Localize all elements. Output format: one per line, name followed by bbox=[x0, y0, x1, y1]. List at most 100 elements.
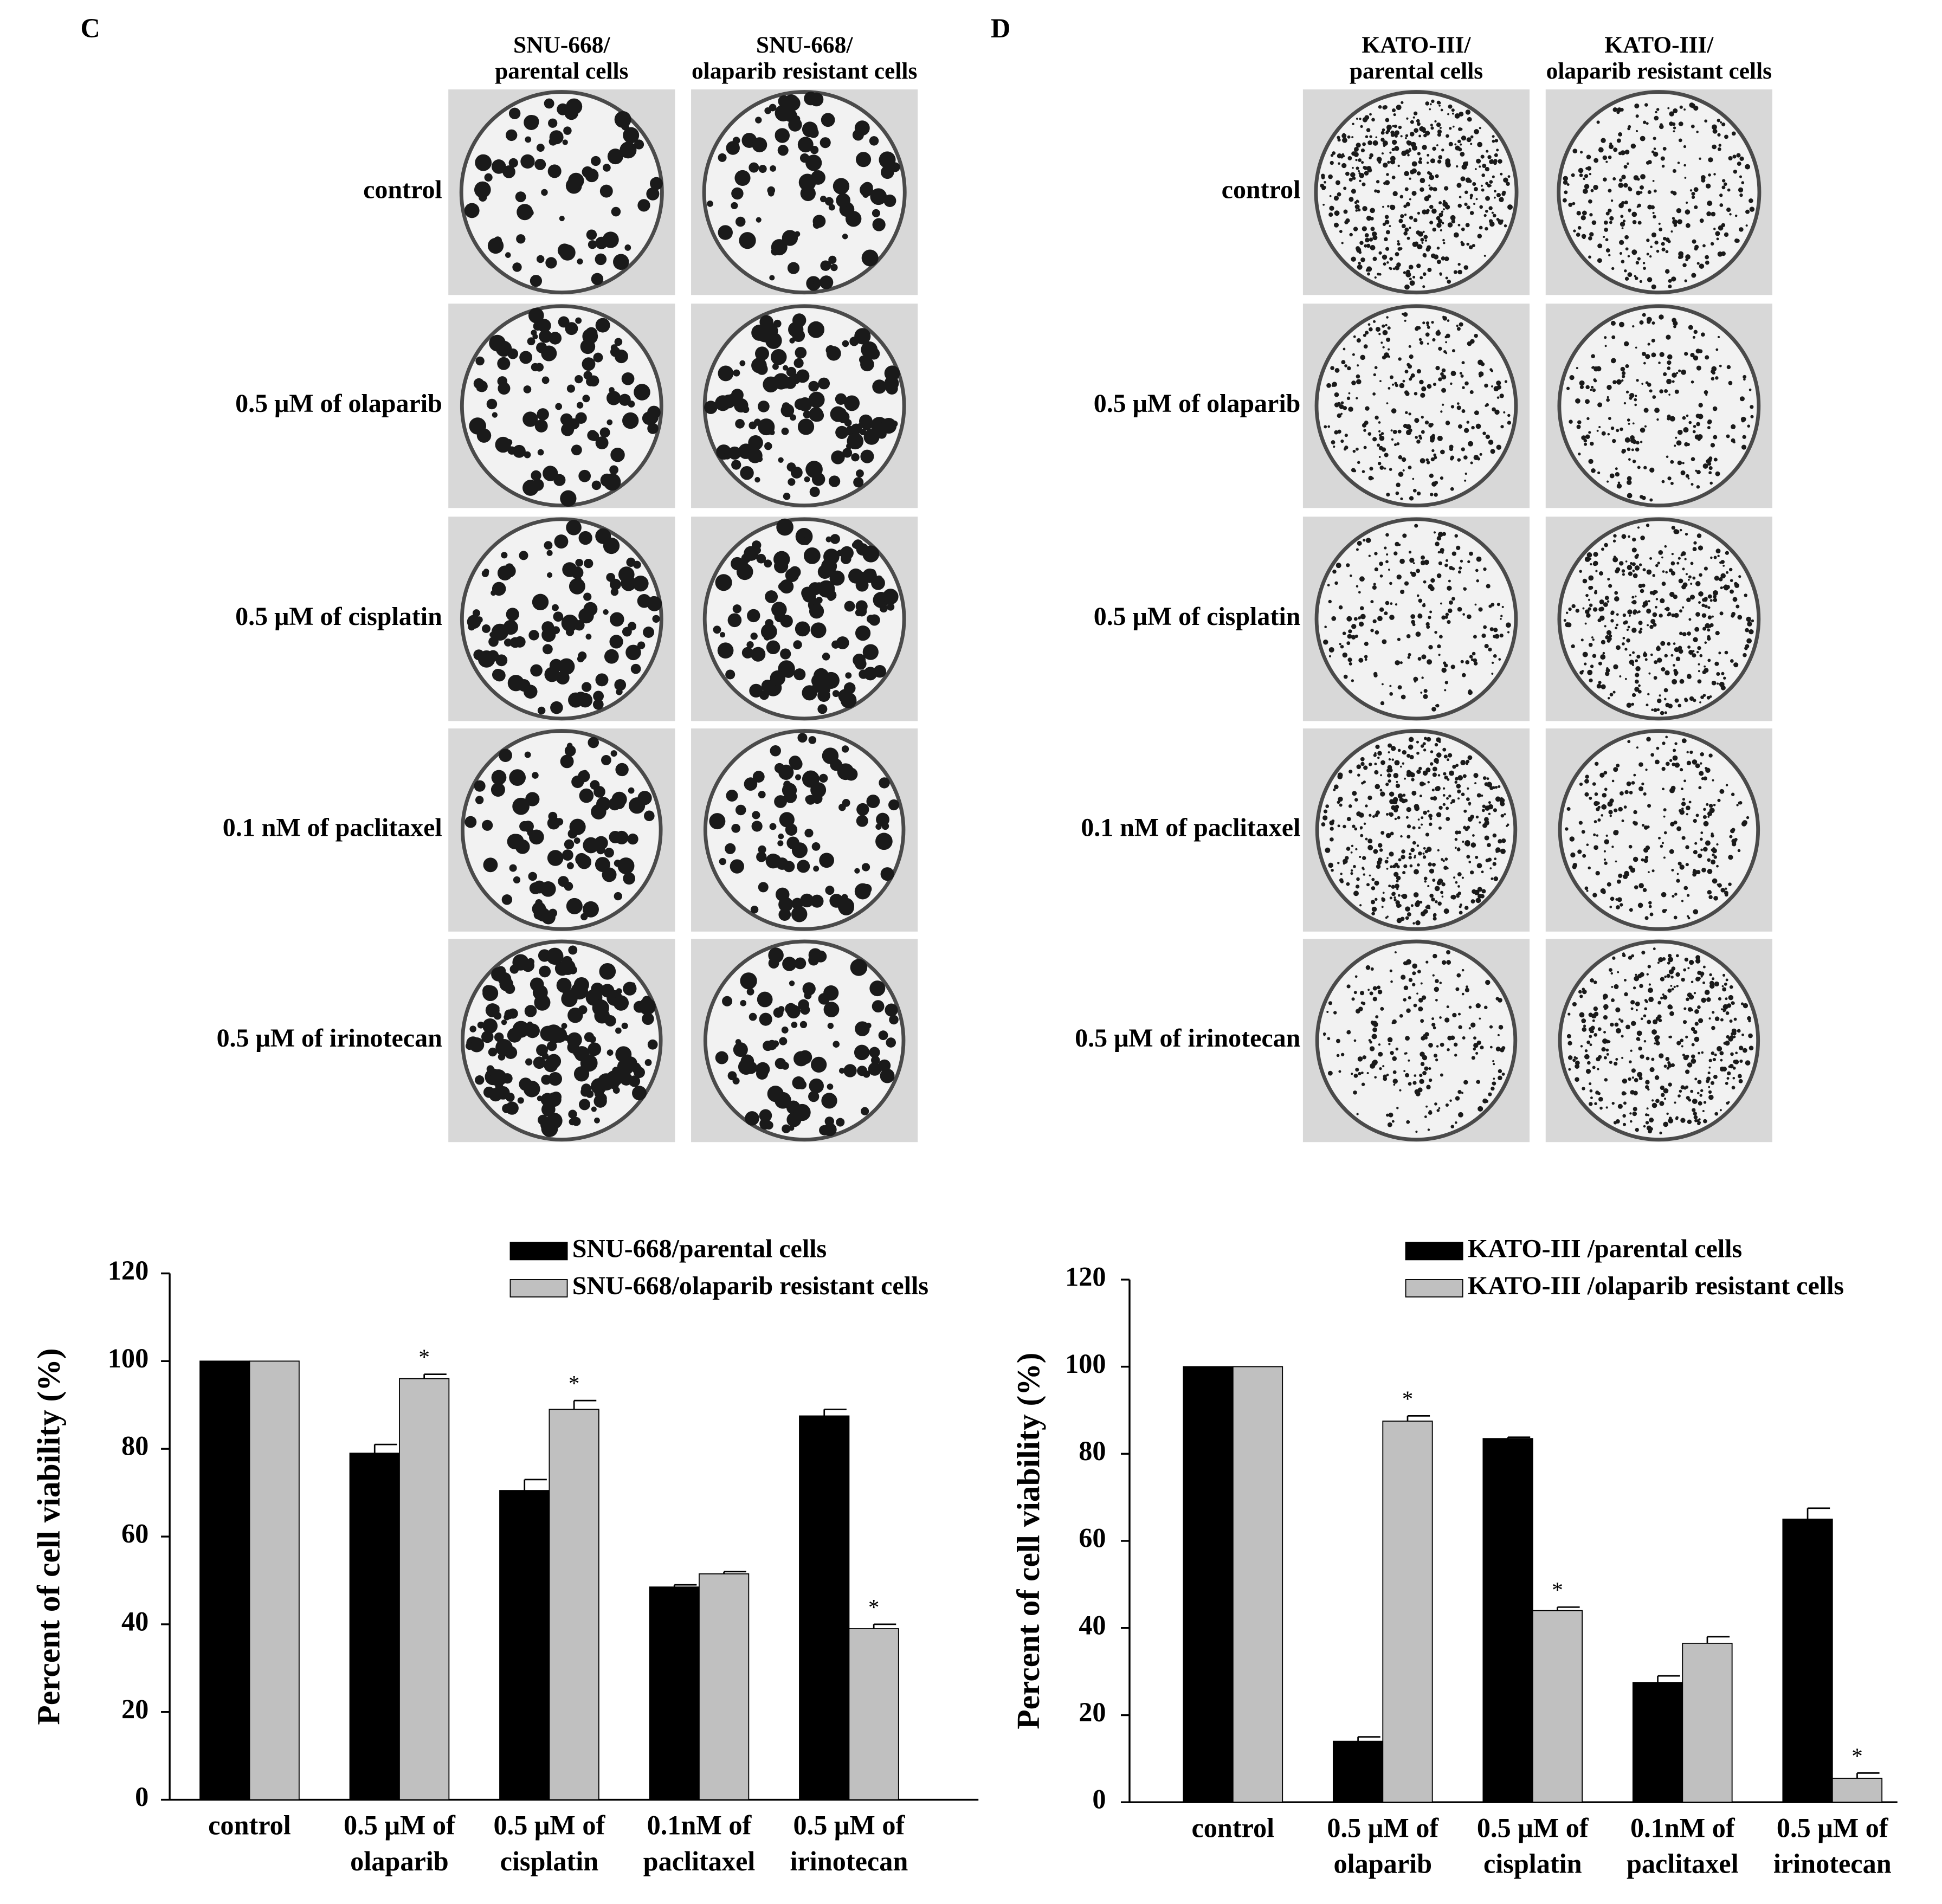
colony bbox=[1463, 809, 1467, 813]
colony bbox=[610, 750, 617, 757]
colony bbox=[1723, 1041, 1727, 1045]
colony bbox=[1468, 803, 1471, 806]
colony bbox=[483, 857, 498, 873]
colony bbox=[823, 548, 840, 565]
colony bbox=[1390, 429, 1393, 432]
colony bbox=[1388, 348, 1390, 351]
colony bbox=[1649, 498, 1653, 502]
colony bbox=[566, 862, 574, 869]
colony bbox=[1613, 664, 1618, 669]
colony bbox=[1407, 770, 1411, 774]
colony bbox=[566, 520, 582, 535]
colony bbox=[1421, 816, 1424, 819]
colony bbox=[1418, 157, 1422, 160]
colony bbox=[1622, 613, 1627, 617]
colony bbox=[1493, 1063, 1495, 1066]
colony bbox=[1350, 869, 1353, 872]
colony bbox=[1427, 326, 1430, 329]
colony bbox=[1685, 1069, 1690, 1074]
colony bbox=[1610, 896, 1615, 901]
colony bbox=[1605, 160, 1608, 163]
colony bbox=[1424, 196, 1430, 202]
colony bbox=[1643, 120, 1647, 124]
colony bbox=[552, 604, 559, 611]
colony bbox=[1708, 1090, 1712, 1094]
colony bbox=[1429, 586, 1435, 591]
colony bbox=[808, 1090, 820, 1102]
colony bbox=[1609, 693, 1614, 696]
plate-dish bbox=[1557, 517, 1761, 721]
plate-photo bbox=[691, 517, 918, 721]
colony bbox=[1592, 366, 1595, 368]
colony bbox=[1485, 805, 1490, 811]
colony bbox=[1446, 134, 1449, 138]
colony bbox=[1431, 208, 1437, 214]
colony bbox=[1498, 785, 1501, 788]
colony bbox=[1591, 636, 1593, 639]
colony bbox=[1687, 1119, 1692, 1125]
x-tick-label: 0.5 μM of bbox=[1327, 1812, 1439, 1843]
colony bbox=[770, 745, 781, 757]
colony bbox=[1337, 429, 1341, 434]
colony bbox=[1387, 773, 1391, 778]
colony bbox=[1695, 763, 1700, 769]
colony bbox=[489, 1068, 498, 1077]
colony bbox=[1579, 380, 1585, 386]
colony bbox=[1722, 973, 1726, 977]
colony bbox=[1373, 673, 1378, 677]
colony bbox=[808, 321, 825, 338]
colony bbox=[1341, 133, 1347, 139]
colony bbox=[1731, 424, 1736, 429]
colony bbox=[1740, 1002, 1744, 1005]
colony bbox=[1696, 1092, 1700, 1095]
colony bbox=[1367, 844, 1373, 850]
colony bbox=[1415, 436, 1418, 439]
colony bbox=[1466, 137, 1472, 143]
row-label: 0.5 μM of cisplatin bbox=[235, 602, 442, 631]
colony bbox=[811, 673, 826, 688]
colony bbox=[1716, 843, 1719, 846]
colony bbox=[1431, 481, 1437, 487]
colony bbox=[1692, 547, 1697, 552]
colony bbox=[594, 1117, 600, 1124]
colony bbox=[1608, 254, 1611, 257]
colony bbox=[1378, 430, 1381, 433]
colony bbox=[1423, 235, 1428, 240]
colony bbox=[1496, 603, 1500, 606]
colony bbox=[1481, 809, 1485, 812]
colony bbox=[1713, 598, 1718, 602]
colony bbox=[1681, 900, 1684, 902]
colony bbox=[804, 476, 810, 482]
colony bbox=[1367, 838, 1373, 844]
colony bbox=[1449, 770, 1454, 776]
colony bbox=[803, 410, 811, 419]
colony bbox=[1397, 242, 1401, 246]
colony bbox=[856, 803, 869, 816]
colony bbox=[1692, 653, 1696, 658]
colony bbox=[1362, 1002, 1366, 1005]
colony bbox=[1621, 371, 1626, 376]
colony bbox=[1604, 228, 1609, 232]
colony bbox=[1327, 1070, 1333, 1076]
colony bbox=[1488, 801, 1491, 804]
colony bbox=[1648, 672, 1651, 675]
colony bbox=[1588, 866, 1591, 870]
colony bbox=[1485, 209, 1488, 213]
colony bbox=[1366, 1072, 1369, 1075]
colony bbox=[1484, 644, 1489, 649]
colony bbox=[1404, 961, 1408, 966]
colony bbox=[1457, 1012, 1461, 1016]
colony bbox=[1454, 1121, 1457, 1124]
colony bbox=[1604, 788, 1608, 791]
colony bbox=[1353, 335, 1356, 338]
colony bbox=[1387, 1037, 1393, 1043]
colony bbox=[542, 644, 553, 655]
colony bbox=[1634, 275, 1636, 277]
colony bbox=[1390, 159, 1396, 165]
bar bbox=[848, 1628, 899, 1800]
colony bbox=[1369, 991, 1373, 996]
colony bbox=[1430, 124, 1433, 127]
colony bbox=[1715, 376, 1719, 380]
colony bbox=[1646, 524, 1650, 527]
colony bbox=[1650, 753, 1654, 757]
